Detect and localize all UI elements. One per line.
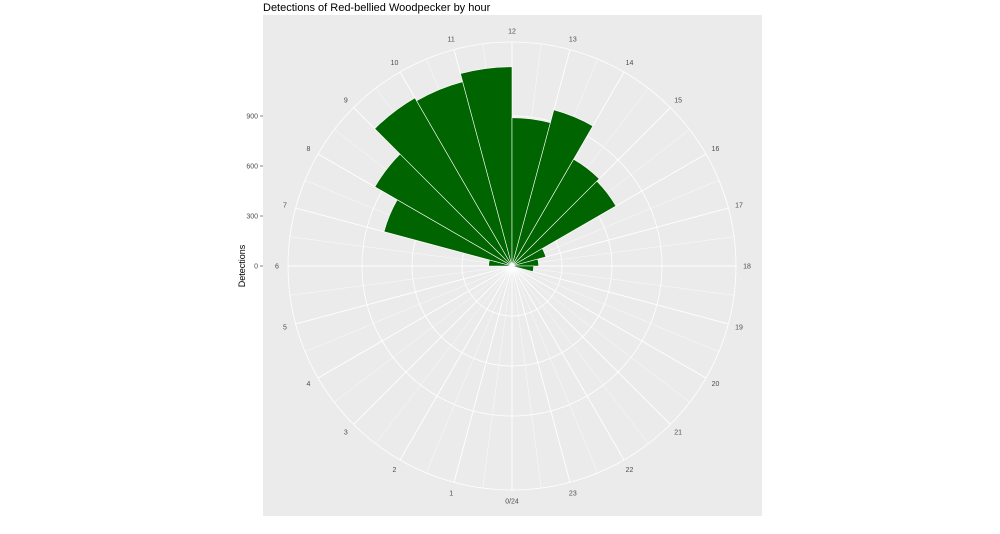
grid-spoke: [511, 265, 720, 352]
hour-label: 4: [307, 381, 311, 388]
hour-label: 0/24: [505, 499, 519, 506]
grid-spoke: [511, 265, 707, 379]
hour-label: 20: [712, 381, 720, 388]
grid-spoke: [511, 207, 729, 267]
grid-spoke: [375, 265, 513, 444]
hour-label: 17: [735, 203, 743, 210]
grid-spoke: [511, 265, 598, 474]
grid-spoke: [511, 265, 625, 461]
hour-label: 21: [674, 430, 682, 437]
hour-label: 23: [569, 490, 577, 497]
grid-spoke: [317, 265, 513, 379]
grid-spoke: [295, 265, 513, 325]
hour-label: 2: [393, 467, 397, 474]
bar-hour-9: [374, 97, 513, 267]
y-axis-label: Detections: [237, 244, 247, 287]
grid-spoke: [511, 265, 571, 483]
hour-label: 8: [307, 146, 311, 153]
hour-label: 3: [344, 430, 348, 437]
hour-labels: 0/24123456789101112131415161718192021222…: [275, 29, 751, 506]
grid-spoke: [511, 236, 735, 267]
grid-spoke: [334, 265, 513, 403]
hour-label: 5: [283, 324, 287, 331]
y-tick-label: 300: [246, 214, 258, 221]
hour-label: 16: [712, 146, 720, 153]
y-tick-label: 900: [246, 114, 258, 121]
y-tick-label: 0: [254, 264, 258, 271]
hour-label: 10: [391, 60, 399, 67]
hour-label: 18: [743, 264, 751, 271]
grid-spoke: [399, 265, 513, 461]
grid-spoke: [353, 265, 513, 425]
y-axis: 0 300 600 900: [246, 114, 263, 271]
hour-label: 12: [508, 29, 516, 36]
grid-spoke: [511, 265, 690, 403]
grid-spoke: [482, 265, 513, 489]
grid-spoke: [453, 265, 513, 483]
hour-label: 19: [735, 324, 743, 331]
hour-label: 9: [344, 97, 348, 104]
hour-label: 15: [674, 97, 682, 104]
grid-spoke: [426, 265, 513, 474]
bar-hour-17: [511, 258, 539, 267]
grid-spoke: [511, 265, 649, 444]
grid-spoke: [511, 265, 735, 296]
hour-label: 14: [626, 60, 634, 67]
grid-spoke: [304, 265, 513, 352]
grid-spoke: [511, 265, 671, 425]
grid-spoke: [511, 180, 720, 267]
grid-spoke: [511, 265, 729, 325]
grid-spoke: [289, 265, 513, 296]
hour-label: 11: [448, 37, 455, 44]
y-tick-label: 600: [246, 164, 258, 171]
grid-spoke: [511, 265, 542, 489]
hour-label: 1: [449, 490, 453, 497]
hour-label: 7: [283, 203, 287, 210]
chart-title: Detections of Red-bellied Woodpecker by …: [263, 2, 491, 14]
bar-hour-13: [511, 109, 594, 267]
hour-label: 22: [626, 467, 634, 474]
bar-hour-16: [511, 248, 547, 267]
bar-hour-18: [511, 265, 534, 272]
hour-label: 6: [275, 264, 279, 271]
grid-spoke: [289, 236, 513, 267]
bar-hour-14: [511, 158, 600, 267]
bar-hour-11: [460, 66, 513, 267]
hour-label: 13: [569, 37, 577, 44]
bar-hour-15: [511, 180, 617, 267]
bars: [374, 66, 617, 272]
